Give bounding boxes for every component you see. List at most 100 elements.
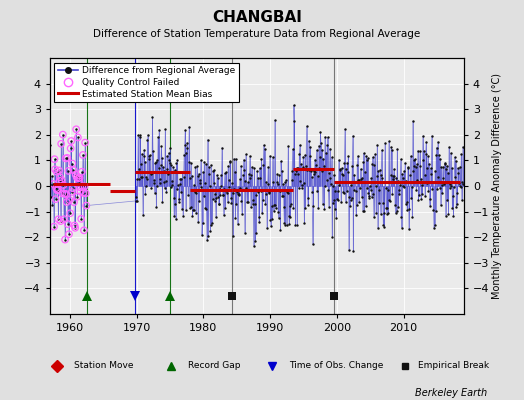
Point [185,205,194,212]
Point [151,160,159,166]
Point [309,241,317,248]
Point [265,188,274,195]
Point [138,151,146,157]
Point [376,167,384,173]
Point [63,155,71,161]
Point [299,164,307,171]
Point [165,157,173,163]
Point [136,132,145,138]
Point [314,205,322,212]
Point [137,161,146,167]
Point [282,177,290,184]
Point [69,185,77,192]
Point [452,204,461,210]
Text: Time of Obs. Change: Time of Obs. Change [289,362,384,370]
Point [263,225,271,232]
Point [453,200,461,207]
Point [308,174,316,180]
Point [265,190,273,197]
Point [239,156,248,163]
Point [424,153,432,159]
Point [386,172,395,178]
Point [71,225,79,231]
Point [52,168,61,175]
Point [439,164,447,170]
Point [352,212,361,218]
Point [330,197,339,203]
Point [421,150,430,157]
Point [289,204,298,211]
Point [359,150,368,157]
Point [255,219,264,226]
Point [61,155,70,162]
Point [459,180,467,187]
Point [133,198,141,204]
Point [375,186,383,193]
Point [48,173,56,179]
Point [402,199,411,206]
Point [326,175,335,182]
Point [230,186,238,192]
Point [319,156,328,162]
Point [355,177,364,183]
Point [331,206,339,212]
Point [385,138,393,144]
Point [79,152,87,158]
Point [64,168,73,174]
Point [275,215,283,221]
Point [323,134,332,141]
Point [233,189,241,196]
Point [368,160,376,167]
Point [367,175,375,182]
Point [227,195,235,202]
Point [348,133,357,139]
Point [328,233,336,240]
Point [267,202,276,209]
Point [163,166,172,172]
Point [452,158,460,164]
Point [420,148,428,155]
Point [399,183,407,190]
Point [351,187,359,194]
Point [351,179,359,185]
Point [188,172,196,179]
Point [455,179,463,186]
Point [169,164,177,170]
Point [163,153,171,160]
Point [153,182,161,189]
Point [244,199,253,205]
Point [346,203,354,209]
Point [375,200,384,206]
Point [184,159,193,165]
Point [347,194,356,201]
Point [337,165,346,172]
Point [444,170,452,176]
Point [340,189,348,196]
Point [425,160,433,167]
Point [137,174,145,180]
Point [243,199,251,206]
Point [356,185,364,191]
Point [305,166,313,173]
Point [316,129,325,135]
Point [436,156,444,162]
Point [328,154,336,161]
Point [250,201,259,207]
Text: Empirical Break: Empirical Break [418,362,489,370]
Point [392,208,401,214]
Point [172,160,181,166]
Point [154,134,162,140]
Point [224,184,233,191]
Point [434,174,443,180]
Point [454,165,462,172]
Point [80,227,88,234]
Point [355,199,363,206]
Point [69,167,78,173]
Point [457,151,465,158]
Point [73,194,82,200]
Point [315,165,323,172]
Point [296,178,304,184]
Point [340,160,348,166]
Point [160,179,168,186]
Point [439,175,447,181]
